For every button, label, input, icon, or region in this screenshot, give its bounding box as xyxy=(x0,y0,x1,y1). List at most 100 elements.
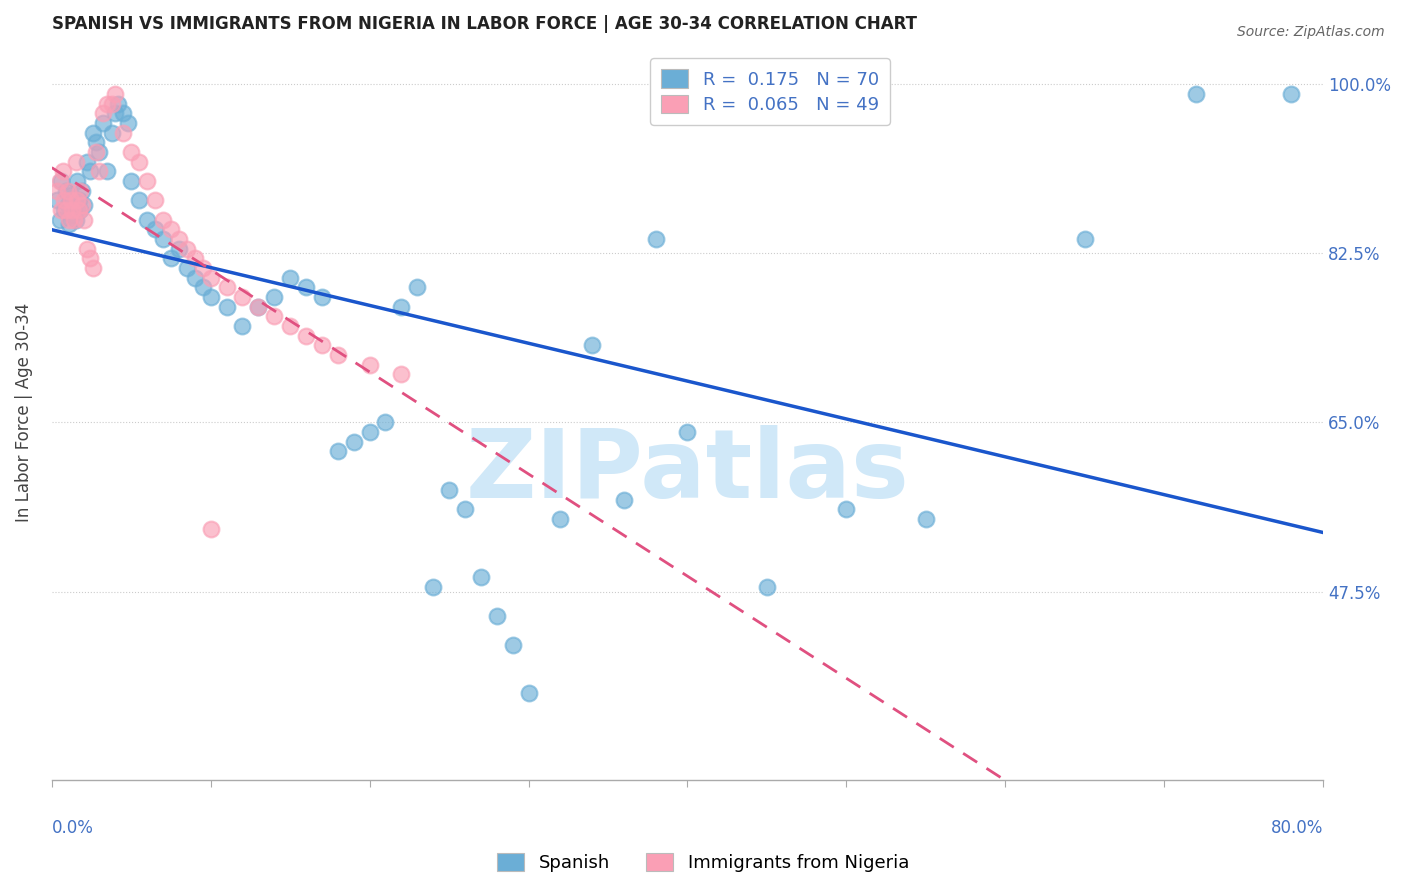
Point xyxy=(176,260,198,275)
Point xyxy=(326,444,349,458)
Point xyxy=(45,194,67,208)
Point xyxy=(70,184,93,198)
Point xyxy=(160,251,183,265)
Point xyxy=(167,242,190,256)
Point xyxy=(120,145,142,159)
Point xyxy=(152,212,174,227)
Point xyxy=(65,212,87,227)
Point xyxy=(101,126,124,140)
Point xyxy=(755,580,778,594)
Point xyxy=(67,202,90,217)
Point xyxy=(91,106,114,120)
Point xyxy=(66,194,89,208)
Point xyxy=(107,96,129,111)
Point xyxy=(76,154,98,169)
Text: 0.0%: 0.0% xyxy=(52,819,94,837)
Point xyxy=(48,212,70,227)
Legend: R =  0.175   N = 70, R =  0.065   N = 49: R = 0.175 N = 70, R = 0.065 N = 49 xyxy=(651,58,890,125)
Point xyxy=(191,260,214,275)
Point xyxy=(51,202,73,217)
Point xyxy=(82,126,104,140)
Point xyxy=(374,416,396,430)
Point xyxy=(454,502,477,516)
Point xyxy=(437,483,460,497)
Point xyxy=(914,512,936,526)
Point xyxy=(58,212,80,227)
Point xyxy=(104,87,127,101)
Point xyxy=(485,608,508,623)
Point xyxy=(76,242,98,256)
Point xyxy=(247,300,270,314)
Point xyxy=(120,174,142,188)
Point xyxy=(96,164,118,178)
Point xyxy=(517,686,540,700)
Point xyxy=(184,251,207,265)
Point xyxy=(278,270,301,285)
Point xyxy=(343,434,366,449)
Point xyxy=(128,154,150,169)
Point xyxy=(422,580,444,594)
Point xyxy=(51,174,73,188)
Point xyxy=(278,318,301,333)
Point xyxy=(200,270,222,285)
Point xyxy=(581,338,603,352)
Point xyxy=(53,194,76,208)
Point xyxy=(101,96,124,111)
Point xyxy=(613,492,636,507)
Point xyxy=(1185,87,1208,101)
Legend: Spanish, Immigrants from Nigeria: Spanish, Immigrants from Nigeria xyxy=(486,842,920,883)
Point xyxy=(176,242,198,256)
Point xyxy=(1074,232,1097,246)
Point xyxy=(58,218,80,232)
Point xyxy=(112,106,135,120)
Point xyxy=(59,194,82,208)
Point xyxy=(311,290,333,304)
Point xyxy=(63,212,86,227)
Text: Source: ZipAtlas.com: Source: ZipAtlas.com xyxy=(1237,25,1385,39)
Point xyxy=(389,367,412,381)
Point xyxy=(79,251,101,265)
Point xyxy=(644,232,666,246)
Point xyxy=(53,202,76,217)
Point xyxy=(359,358,381,372)
Point xyxy=(502,638,524,652)
Point xyxy=(56,184,79,198)
Point xyxy=(191,280,214,294)
Point xyxy=(128,194,150,208)
Point xyxy=(48,174,70,188)
Point xyxy=(167,232,190,246)
Point xyxy=(389,300,412,314)
Point xyxy=(45,184,67,198)
Point xyxy=(79,164,101,178)
Point xyxy=(406,280,429,294)
Point xyxy=(263,309,285,323)
Point xyxy=(295,328,318,343)
Point xyxy=(160,222,183,236)
Point xyxy=(200,522,222,536)
Point xyxy=(676,425,699,439)
Point xyxy=(136,174,159,188)
Point xyxy=(91,116,114,130)
Point xyxy=(117,116,139,130)
Point xyxy=(63,202,86,217)
Point xyxy=(70,198,93,212)
Point xyxy=(231,318,253,333)
Point xyxy=(359,425,381,439)
Point xyxy=(62,202,84,217)
Point xyxy=(326,348,349,362)
Point xyxy=(69,184,91,198)
Point xyxy=(470,570,492,584)
Point xyxy=(96,96,118,111)
Point xyxy=(136,212,159,227)
Point xyxy=(1279,87,1302,101)
Point xyxy=(67,194,90,208)
Point xyxy=(66,174,89,188)
Point xyxy=(72,198,94,212)
Point xyxy=(84,136,107,150)
Point xyxy=(247,300,270,314)
Point xyxy=(104,106,127,120)
Point xyxy=(112,126,135,140)
Point xyxy=(215,280,238,294)
Text: ZIPatlas: ZIPatlas xyxy=(465,425,910,518)
Point xyxy=(231,290,253,304)
